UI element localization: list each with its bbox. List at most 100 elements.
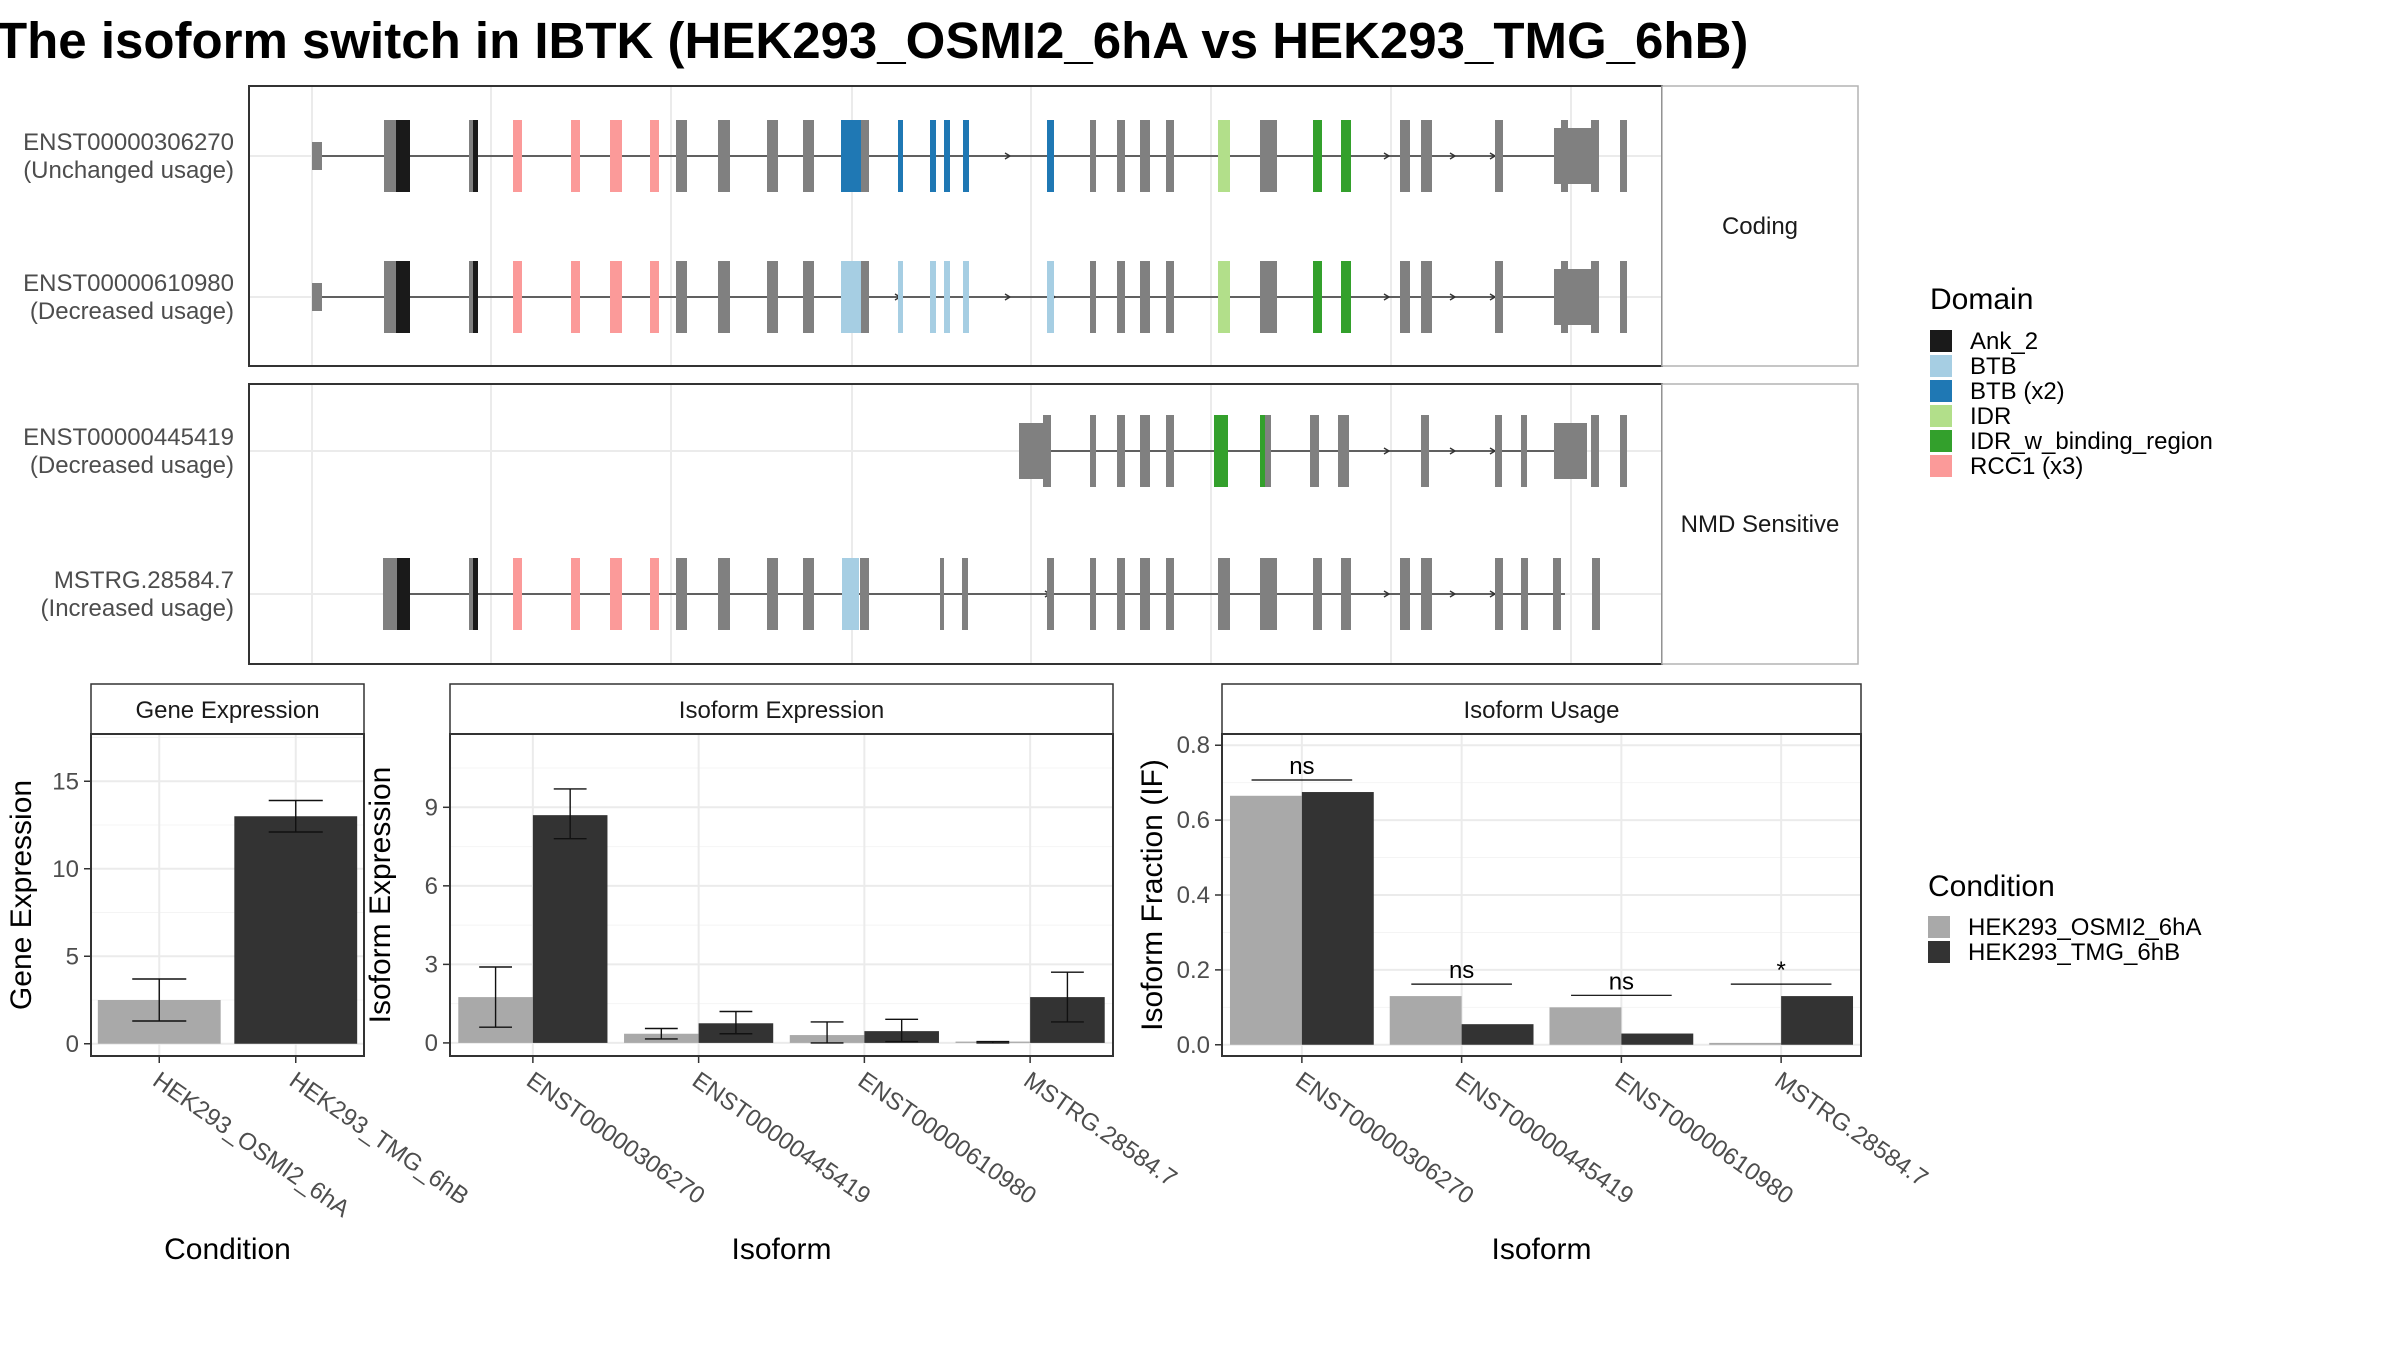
- x-tick-label: ENST00000306270: [521, 1067, 709, 1210]
- exon-btb-x2-: [963, 120, 969, 192]
- bar: [1301, 792, 1374, 1045]
- exon-none: [1495, 261, 1503, 333]
- exon-none: [1117, 558, 1125, 630]
- y-tick-label: 0.6: [1177, 807, 1210, 834]
- bar: [1461, 1024, 1534, 1045]
- exon-none: [1341, 558, 1351, 630]
- exon-none: [1260, 120, 1277, 192]
- exon-none: [1166, 261, 1174, 333]
- legend-label: HEK293_OSMI2_6hA: [1968, 914, 2201, 941]
- exon-none: [469, 261, 473, 333]
- exon-btb: [963, 261, 969, 333]
- y-tick-label: 0: [66, 1031, 79, 1058]
- exon-none: [1090, 120, 1096, 192]
- exon-none: [1521, 558, 1528, 630]
- significance-label: *: [1776, 957, 1785, 984]
- y-tick-label: 0: [425, 1030, 438, 1057]
- chart-title: Isoform Usage: [1463, 697, 1619, 724]
- exon-none: [1313, 558, 1322, 630]
- exon-none: [1090, 415, 1096, 487]
- exon-none: [1019, 423, 1043, 479]
- exon-none: [767, 558, 778, 630]
- isoform-expression-chart: Isoform Expression0369ENST00000306270ENS…: [364, 683, 1182, 1266]
- strand-arrow: [1383, 293, 1391, 301]
- exon-none: [962, 558, 968, 630]
- exon-none: [1592, 558, 1600, 630]
- exon-none: [1218, 558, 1230, 630]
- plot-border: [90, 733, 365, 1057]
- transcript-usage-label: (Unchanged usage): [23, 157, 234, 184]
- exon-ank-2: [396, 261, 410, 333]
- exon-rcc1-x3-: [571, 261, 580, 333]
- exon-none: [1140, 120, 1150, 192]
- legend-label: RCC1 (x3): [1970, 453, 2083, 480]
- transcript-usage-label: (Decreased usage): [30, 298, 234, 325]
- y-axis-title: Isoform Fraction (IF): [1136, 759, 1169, 1031]
- exon-idr-w-binding-region: [1341, 120, 1351, 192]
- exon-none: [1166, 415, 1174, 487]
- exon-none: [1090, 558, 1096, 630]
- exon-none: [1090, 261, 1096, 333]
- exon-none: [1260, 558, 1277, 630]
- chart-title-strip: [90, 683, 365, 735]
- exon-none: [312, 142, 322, 170]
- x-axis-title: Isoform: [731, 1233, 831, 1266]
- exon-idr: [1218, 261, 1230, 333]
- exon-none: [1421, 558, 1432, 630]
- plot-border: [449, 733, 1114, 1057]
- exon-btb-x2-: [930, 120, 936, 192]
- exon-rcc1-x3-: [610, 120, 622, 192]
- significance-label: ns: [1289, 753, 1314, 780]
- exon-rcc1-x3-: [513, 558, 522, 630]
- y-tick-label: 6: [425, 873, 438, 900]
- bar: [1389, 996, 1462, 1045]
- x-tick-label: MSTRG.28584.7: [1770, 1067, 1933, 1192]
- exon-idr-w-binding-region: [1341, 261, 1351, 333]
- exon-none: [1554, 128, 1598, 184]
- exon-none: [1421, 415, 1429, 487]
- exon-rcc1-x3-: [650, 261, 659, 333]
- exon-none: [383, 558, 397, 630]
- exon-btb: [841, 261, 861, 333]
- y-tick-label: 10: [52, 856, 79, 883]
- exon-idr-w-binding-region: [1214, 415, 1228, 487]
- x-axis-title: Condition: [164, 1233, 291, 1266]
- exon-none: [1421, 261, 1432, 333]
- transcript-id-label: MSTRG.28584.7: [54, 567, 234, 594]
- bar: [1781, 996, 1854, 1045]
- figure-title: The isoform switch in IBTK (HEK293_OSMI2…: [0, 12, 1748, 69]
- bar: [1229, 795, 1302, 1045]
- exon-none: [1117, 120, 1125, 192]
- x-tick-label: ENST00000610980: [853, 1067, 1041, 1210]
- exon-none: [1400, 261, 1410, 333]
- exon-rcc1-x3-: [610, 558, 622, 630]
- exon-none: [718, 558, 730, 630]
- exon-idr-w-binding-region: [1313, 261, 1322, 333]
- legend-key: [1930, 355, 1952, 377]
- chart-title: Isoform Expression: [679, 697, 884, 724]
- exon-none: [676, 261, 687, 333]
- exon-none: [1620, 120, 1627, 192]
- y-tick-label: 3: [425, 951, 438, 978]
- exon-rcc1-x3-: [650, 558, 659, 630]
- strand-arrow: [1004, 152, 1012, 160]
- facet-label: NMD Sensitive: [1681, 511, 1840, 538]
- structure-panel-bg: [249, 86, 1662, 366]
- y-tick-label: 0.4: [1177, 882, 1210, 909]
- transcript-usage-label: (Decreased usage): [30, 452, 234, 479]
- legend-label: HEK293_TMG_6hB: [1968, 939, 2180, 966]
- chart-title: Gene Expression: [135, 697, 319, 724]
- strand-arrow: [1004, 293, 1012, 301]
- exon-none: [676, 120, 687, 192]
- facet-strip: [1661, 383, 1859, 665]
- bar: [1621, 1033, 1694, 1045]
- condition-legend-title: Condition: [1928, 870, 2055, 903]
- exon-none: [1043, 415, 1051, 487]
- exon-none: [384, 120, 396, 192]
- exon-none: [860, 558, 869, 630]
- transcript-id-label: ENST00000445419: [23, 424, 234, 451]
- exon-ank-2: [473, 558, 478, 630]
- x-axis-title: Isoform: [1491, 1233, 1591, 1266]
